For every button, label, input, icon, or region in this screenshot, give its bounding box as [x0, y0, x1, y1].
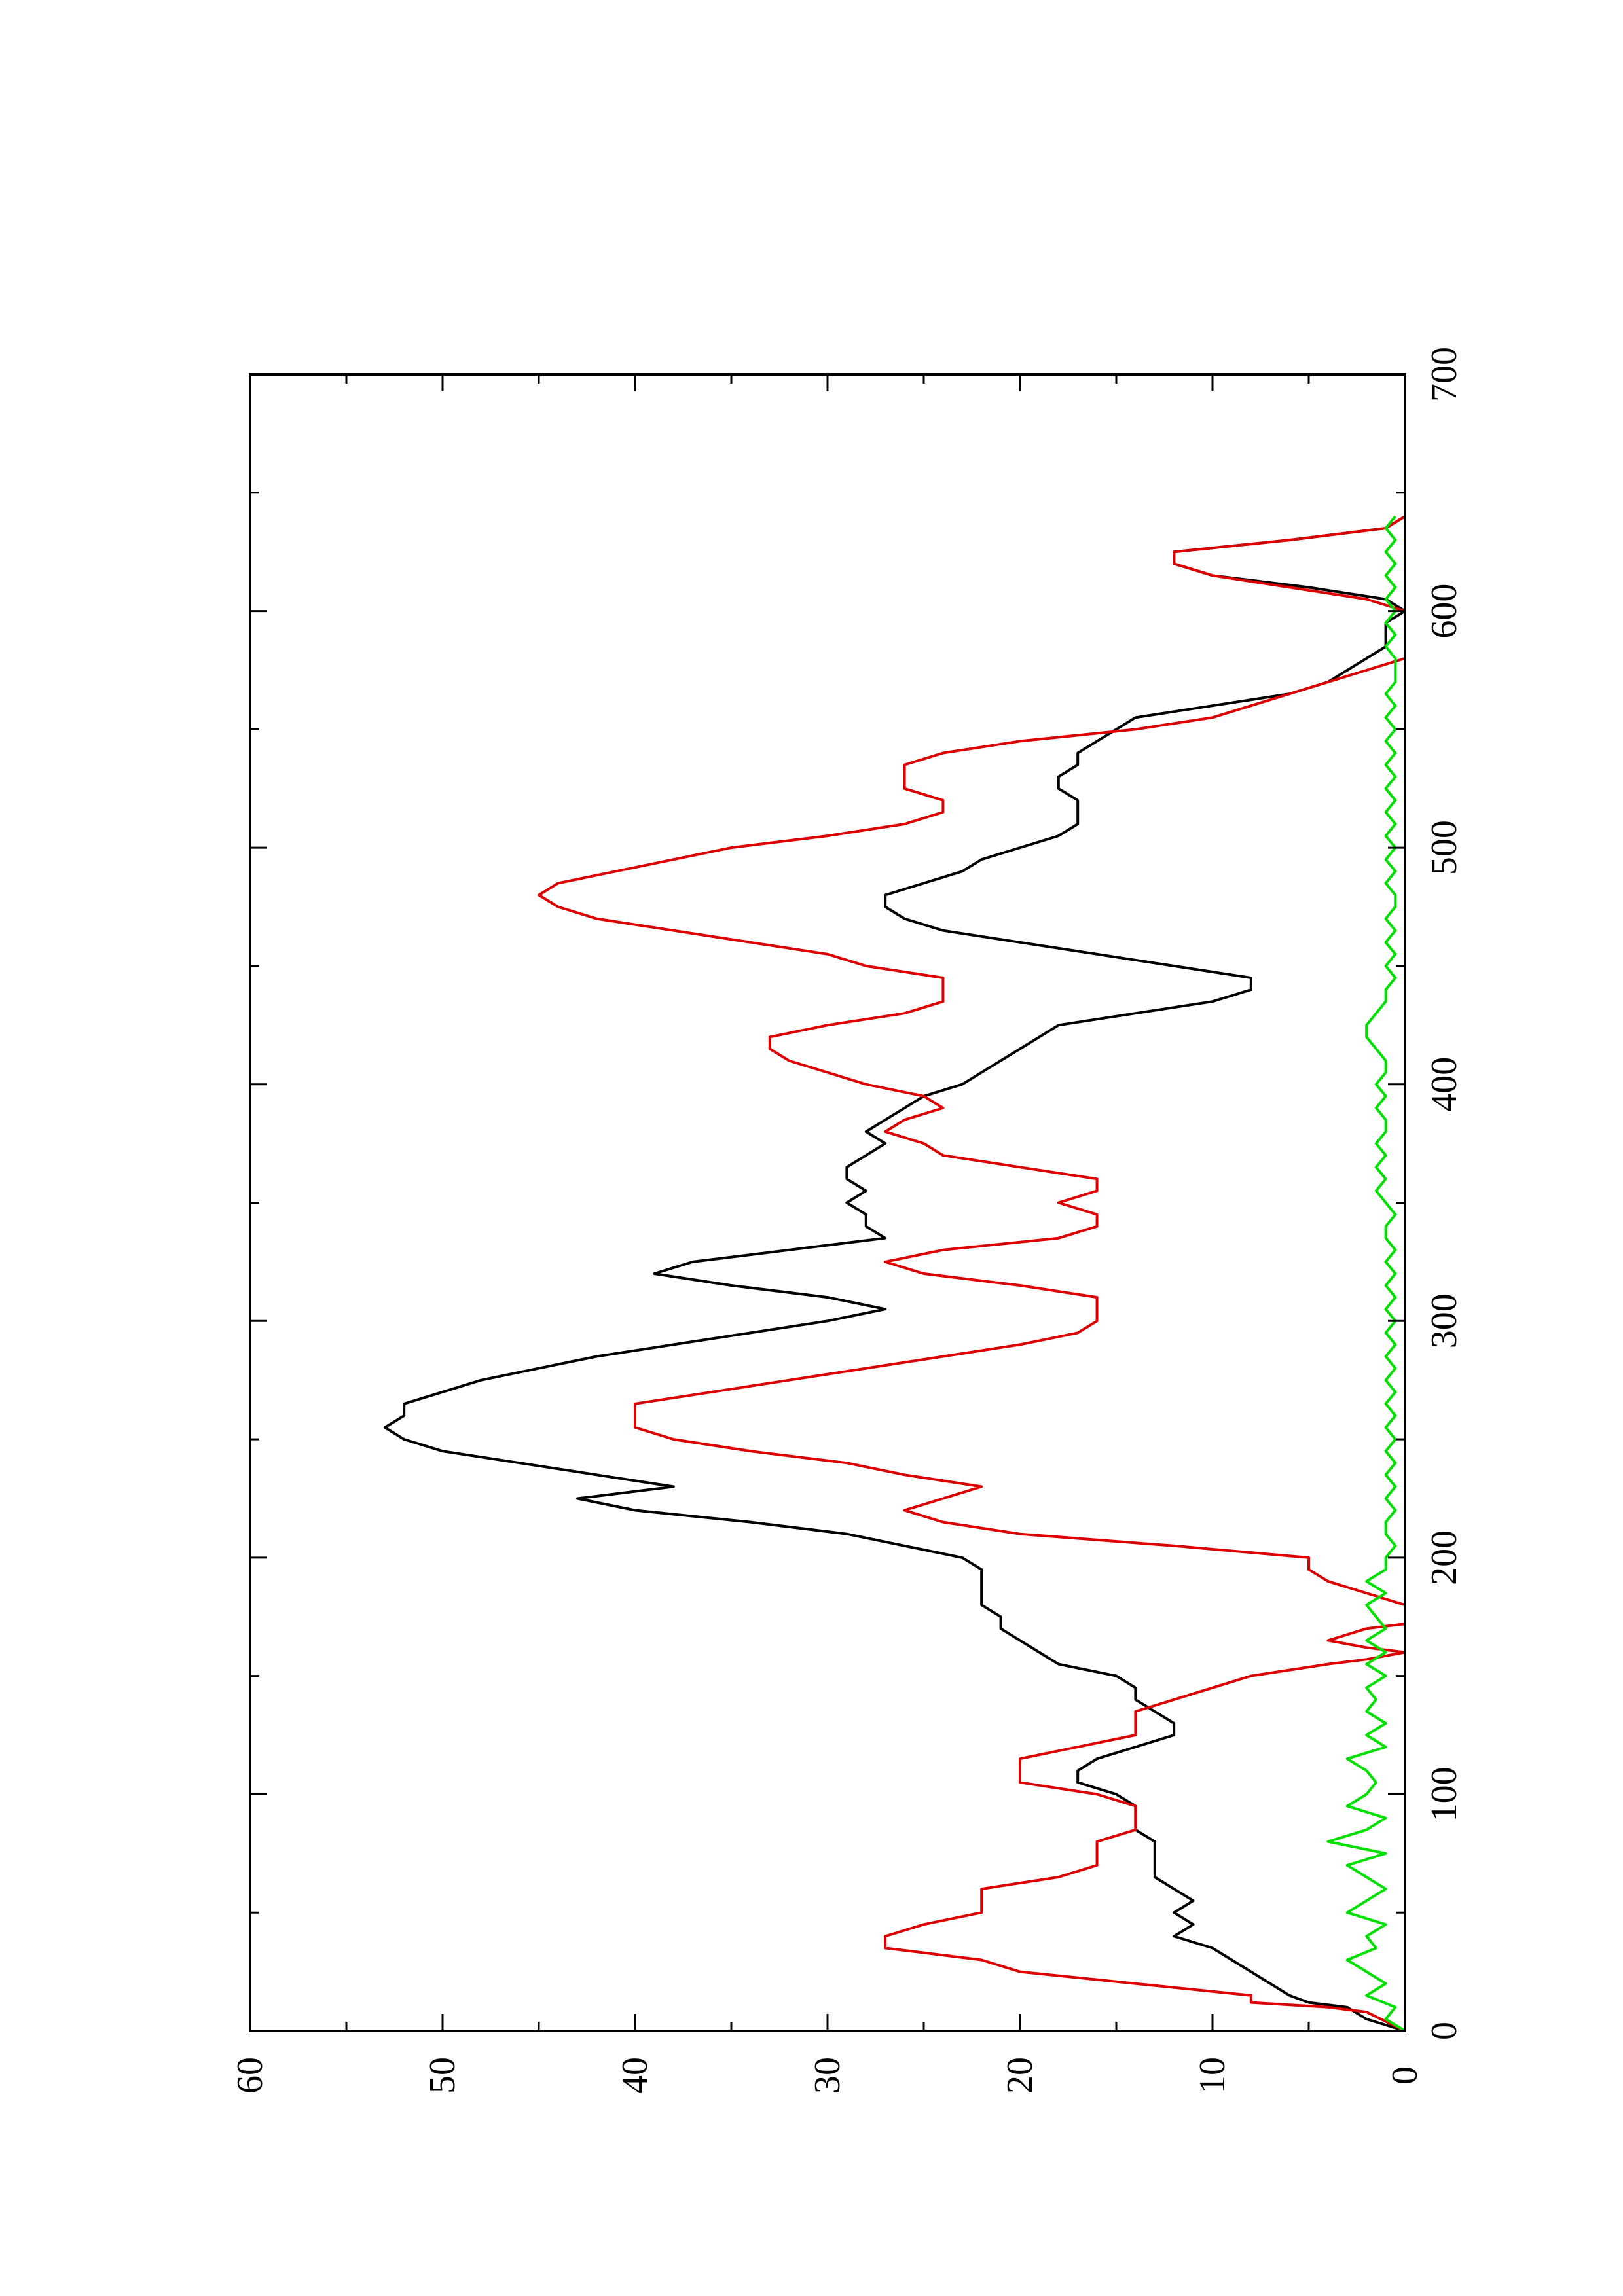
x-tick-label: 700 — [1424, 347, 1465, 402]
ticks-layer — [249, 373, 1406, 2032]
series-line-1 — [383, 515, 1406, 2032]
y-tick-label: 10 — [1192, 2057, 1233, 2094]
tick-labels-layer: 0 100 200 300 400 500 600 700 0 10 20 30 40 50 60 — [230, 347, 1465, 2094]
series-line-2 — [538, 515, 1406, 2032]
x-tick-label: 300 — [1424, 1293, 1465, 1348]
x-tick-label: 0 — [1424, 2022, 1465, 2040]
x-tick-label: 600 — [1424, 584, 1465, 639]
x-tick-label: 100 — [1424, 1767, 1465, 1821]
series-layer — [383, 515, 1406, 2032]
x-tick-label: 400 — [1424, 1057, 1465, 1112]
y-tick-label: 20 — [1000, 2057, 1040, 2094]
x-tick-label: 500 — [1424, 820, 1465, 875]
x-tick-label: 200 — [1424, 1530, 1465, 1585]
y-tick-label: 40 — [615, 2057, 655, 2094]
series-line-3 — [1326, 515, 1406, 2032]
y-tick-label: 30 — [807, 2057, 848, 2094]
y-tick-label: 0 — [1385, 2066, 1425, 2085]
y-tick-label: 60 — [230, 2057, 270, 2094]
y-tick-label: 50 — [422, 2057, 463, 2094]
